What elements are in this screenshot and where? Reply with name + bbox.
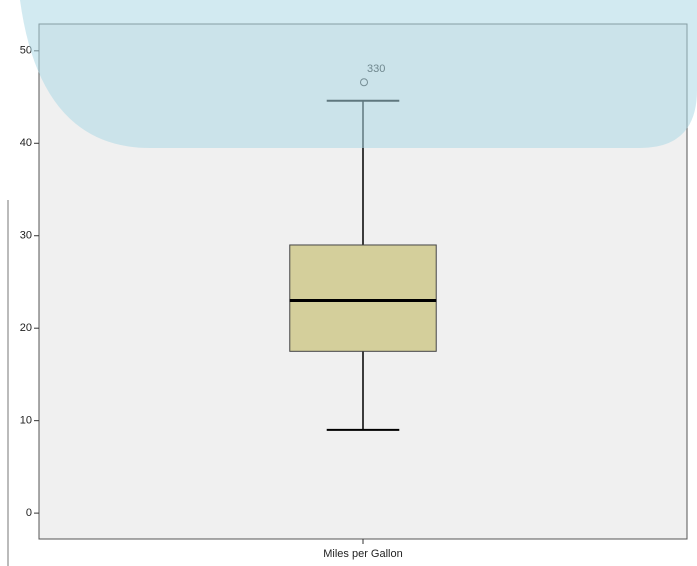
overlay-highlight bbox=[20, 0, 697, 148]
y-tick-label: 10 bbox=[20, 415, 32, 427]
y-tick-label: 50 bbox=[20, 45, 32, 57]
y-tick-label: 30 bbox=[20, 230, 32, 242]
x-tick-label: Miles per Gallon bbox=[323, 548, 402, 560]
box bbox=[289, 244, 437, 352]
y-tick-label: 20 bbox=[20, 322, 32, 334]
y-tick-label: 40 bbox=[20, 137, 32, 149]
y-tick-label: 0 bbox=[26, 507, 32, 519]
